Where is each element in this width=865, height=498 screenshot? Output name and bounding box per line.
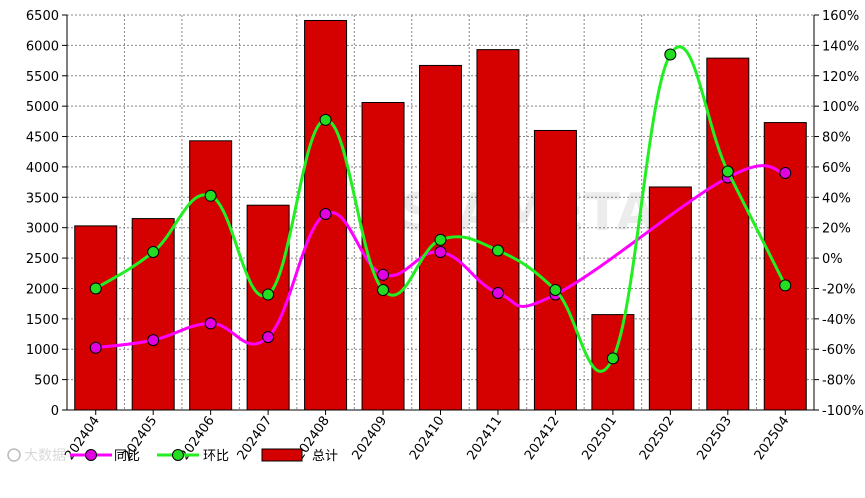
left-tick-label: 0 bbox=[51, 404, 59, 419]
point-mom-202406 bbox=[204, 189, 217, 202]
right-tick-label: 0% bbox=[822, 252, 843, 267]
x-tick-label: 202410 bbox=[407, 414, 448, 463]
point-mom-202503 bbox=[721, 165, 734, 178]
point-mom-202504 bbox=[779, 279, 792, 292]
left-tick-label: 2000 bbox=[26, 282, 59, 297]
bar-202407 bbox=[246, 204, 290, 411]
point-mom-202501 bbox=[606, 352, 619, 365]
left-tick-label: 5500 bbox=[26, 70, 59, 85]
left-tick-label: 6000 bbox=[26, 39, 59, 54]
point-mom-202405 bbox=[147, 246, 160, 258]
right-axis-ticks: 160% 140% 120% 100% 80% 60% 40% 20% 0% -20% -40% -6… bbox=[814, 9, 864, 419]
right-tick-label: 100% bbox=[822, 100, 859, 115]
x-tick-label: 202501 bbox=[579, 414, 620, 463]
point-yoy-202409 bbox=[377, 268, 390, 281]
logo-text: 大数据 bbox=[24, 448, 66, 464]
point-yoy-202410 bbox=[434, 246, 447, 258]
left-tick-label: 1500 bbox=[26, 313, 59, 328]
left-tick-label: 1000 bbox=[26, 343, 59, 358]
right-tick-label: 160% bbox=[822, 9, 859, 24]
right-tick-label: 60% bbox=[822, 161, 851, 176]
line-series bbox=[89, 45, 792, 373]
right-tick-label: -60% bbox=[822, 343, 856, 358]
legend-yoy-swatch-marker bbox=[85, 449, 97, 461]
x-tick-label: 202502 bbox=[637, 414, 678, 463]
point-yoy-202406 bbox=[204, 317, 217, 330]
left-tick-label: 2500 bbox=[26, 252, 59, 267]
right-tick-label: -40% bbox=[822, 313, 856, 328]
x-tick-label: 202411 bbox=[464, 414, 505, 463]
point-mom-202411 bbox=[491, 244, 504, 257]
left-axis-ticks: 6500600055005000450040003500300025002000… bbox=[26, 9, 67, 419]
watermark-text: ASIAMETAL bbox=[360, 183, 689, 243]
watermark: ASIAMETAL bbox=[360, 183, 689, 243]
point-yoy-202404 bbox=[89, 341, 102, 354]
logo: 大数据 bbox=[7, 448, 66, 464]
left-tick-label: 4500 bbox=[26, 131, 59, 146]
x-tick-label: 202504 bbox=[752, 414, 793, 463]
left-tick-label: 3000 bbox=[26, 222, 59, 237]
x-tick-label: 202409 bbox=[350, 414, 391, 463]
right-tick-label: 120% bbox=[822, 70, 859, 85]
bar-202412 bbox=[533, 129, 577, 411]
point-yoy-202504 bbox=[779, 167, 792, 179]
right-tick-label: -20% bbox=[822, 282, 856, 297]
bar-202411 bbox=[476, 49, 520, 411]
logo-icon bbox=[7, 448, 21, 462]
right-tick-label: -100% bbox=[822, 404, 864, 419]
right-tick-label: -80% bbox=[822, 374, 856, 389]
right-tick-label: 40% bbox=[822, 191, 851, 206]
point-mom-202404 bbox=[89, 282, 102, 295]
bar-202404 bbox=[74, 225, 118, 411]
legend-mom-swatch-marker bbox=[172, 449, 184, 461]
legend-mom-label: 环比 bbox=[203, 449, 229, 464]
x-tick-label: 202503 bbox=[694, 414, 735, 463]
left-tick-label: 500 bbox=[34, 374, 59, 389]
point-yoy-202405 bbox=[147, 334, 160, 347]
point-mom-202502 bbox=[664, 48, 677, 61]
bar-series-total bbox=[74, 19, 807, 411]
bar-202406 bbox=[189, 140, 233, 411]
point-mom-202409 bbox=[377, 283, 390, 296]
legend-total-label: 总计 bbox=[312, 449, 338, 464]
right-tick-label: 80% bbox=[822, 131, 851, 146]
right-tick-label: 140% bbox=[822, 39, 859, 54]
point-mom-202407 bbox=[262, 288, 275, 301]
point-mom-202412 bbox=[549, 283, 562, 296]
left-tick-label: 3500 bbox=[26, 191, 59, 206]
left-tick-label: 6500 bbox=[26, 9, 59, 24]
right-tick-label: 20% bbox=[822, 222, 851, 237]
x-tick-label: 202412 bbox=[522, 414, 563, 463]
legend-yoy-label: 同比 bbox=[114, 449, 140, 464]
point-yoy-202408 bbox=[319, 208, 332, 221]
point-mom-202408 bbox=[319, 113, 332, 126]
bar-202502 bbox=[648, 186, 692, 411]
point-mom-202410 bbox=[434, 233, 447, 246]
legend: 大数据 同比 环比 总计 bbox=[7, 448, 338, 464]
bar-202503 bbox=[706, 57, 750, 411]
left-tick-label: 5000 bbox=[26, 100, 59, 115]
point-yoy-202411 bbox=[491, 287, 504, 300]
point-yoy-202407 bbox=[262, 331, 275, 344]
legend-total-swatch bbox=[261, 448, 303, 462]
left-tick-label: 4000 bbox=[26, 161, 59, 176]
